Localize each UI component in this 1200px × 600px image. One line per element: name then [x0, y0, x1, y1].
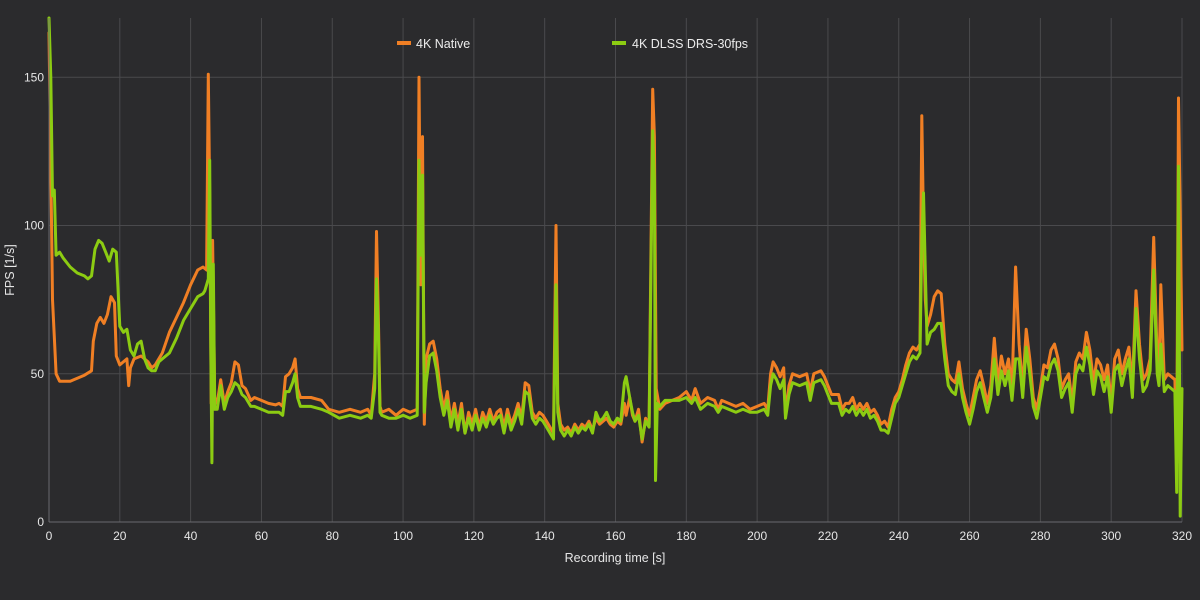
grid — [48, 18, 1183, 523]
x-tick-label: 40 — [184, 529, 198, 543]
legend-label-native: 4K Native — [416, 37, 470, 51]
legend-item-native[interactable]: 4K Native — [397, 37, 470, 51]
x-tick-label: 120 — [464, 529, 484, 543]
x-tick-label: 280 — [1030, 529, 1050, 543]
x-tick-label: 0 — [46, 529, 53, 543]
x-tick-label: 240 — [889, 529, 909, 543]
x-tick-label: 180 — [676, 529, 696, 543]
x-axis-title: Recording time [s] — [565, 551, 666, 565]
y-tick-label: 50 — [31, 367, 45, 381]
y-tick-label: 100 — [24, 219, 44, 233]
y-tick-label: 150 — [24, 70, 44, 84]
x-tick-label: 60 — [255, 529, 269, 543]
x-tick-label: 140 — [535, 529, 555, 543]
x-tick-labels: 0 20 40 60 80 100 120 140 160 180 200 220 240 260 280 3… — [46, 529, 1193, 543]
x-tick-label: 220 — [818, 529, 838, 543]
y-axis-title: FPS [1/s] — [3, 244, 17, 295]
axes — [48, 18, 1182, 523]
legend-label-dlss: 4K DLSS DRS-30fps — [632, 37, 748, 51]
y-tick-label: 0 — [37, 515, 44, 529]
legend-item-dlss[interactable]: 4K DLSS DRS-30fps — [612, 37, 748, 51]
x-tick-label: 300 — [1101, 529, 1121, 543]
x-tick-label: 20 — [113, 529, 127, 543]
x-tick-label: 80 — [326, 529, 340, 543]
x-tick-label: 200 — [747, 529, 767, 543]
series-line-1 — [47, 16, 1184, 518]
legend: 4K Native 4K DLSS DRS-30fps — [397, 37, 748, 51]
x-tick-label: 100 — [393, 529, 413, 543]
y-tick-labels: 0 50 100 150 — [24, 70, 44, 529]
x-tick-label: 320 — [1172, 529, 1192, 543]
x-tick-label: 260 — [960, 529, 980, 543]
x-tick-label: 160 — [605, 529, 625, 543]
series-lines — [47, 16, 1184, 518]
